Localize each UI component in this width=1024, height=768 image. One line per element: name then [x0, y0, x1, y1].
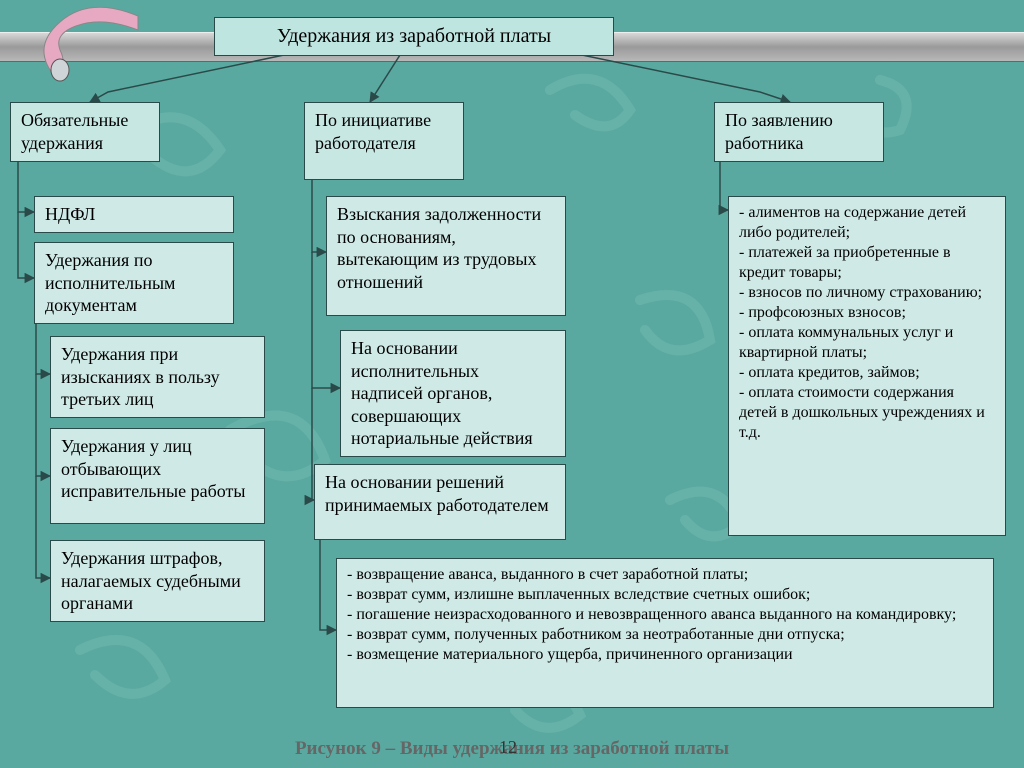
node-root: Удержания из заработной платы [214, 17, 614, 56]
node-c1c: Удержания при изысканиях в пользу третьи… [50, 336, 265, 418]
node-c3a: - алиментов на содержание детей либо род… [728, 196, 1006, 536]
page-number: 12 [499, 737, 517, 758]
node-col1: Обязательные удержания [10, 102, 160, 162]
node-col3: По заявлению работника [714, 102, 884, 162]
node-col2: По инициативе работодателя [304, 102, 464, 180]
node-c1e: Удержания штрафов, налагаемых судебными … [50, 540, 265, 622]
node-c2c: На основании решений принимаемых работод… [314, 464, 566, 540]
hook-icon [20, 0, 150, 90]
node-c2d: - возвращение аванса, выданного в счет з… [336, 558, 994, 708]
node-c2a: Взыскания задолженности по основаниям, в… [326, 196, 566, 316]
node-c1d: Удержания у лиц отбывающих исправительны… [50, 428, 265, 524]
node-c1a: НДФЛ [34, 196, 234, 233]
node-c2b: На основании исполнительных надписей орг… [340, 330, 566, 457]
node-c1b: Удержания по исполнительным документам [34, 242, 234, 324]
